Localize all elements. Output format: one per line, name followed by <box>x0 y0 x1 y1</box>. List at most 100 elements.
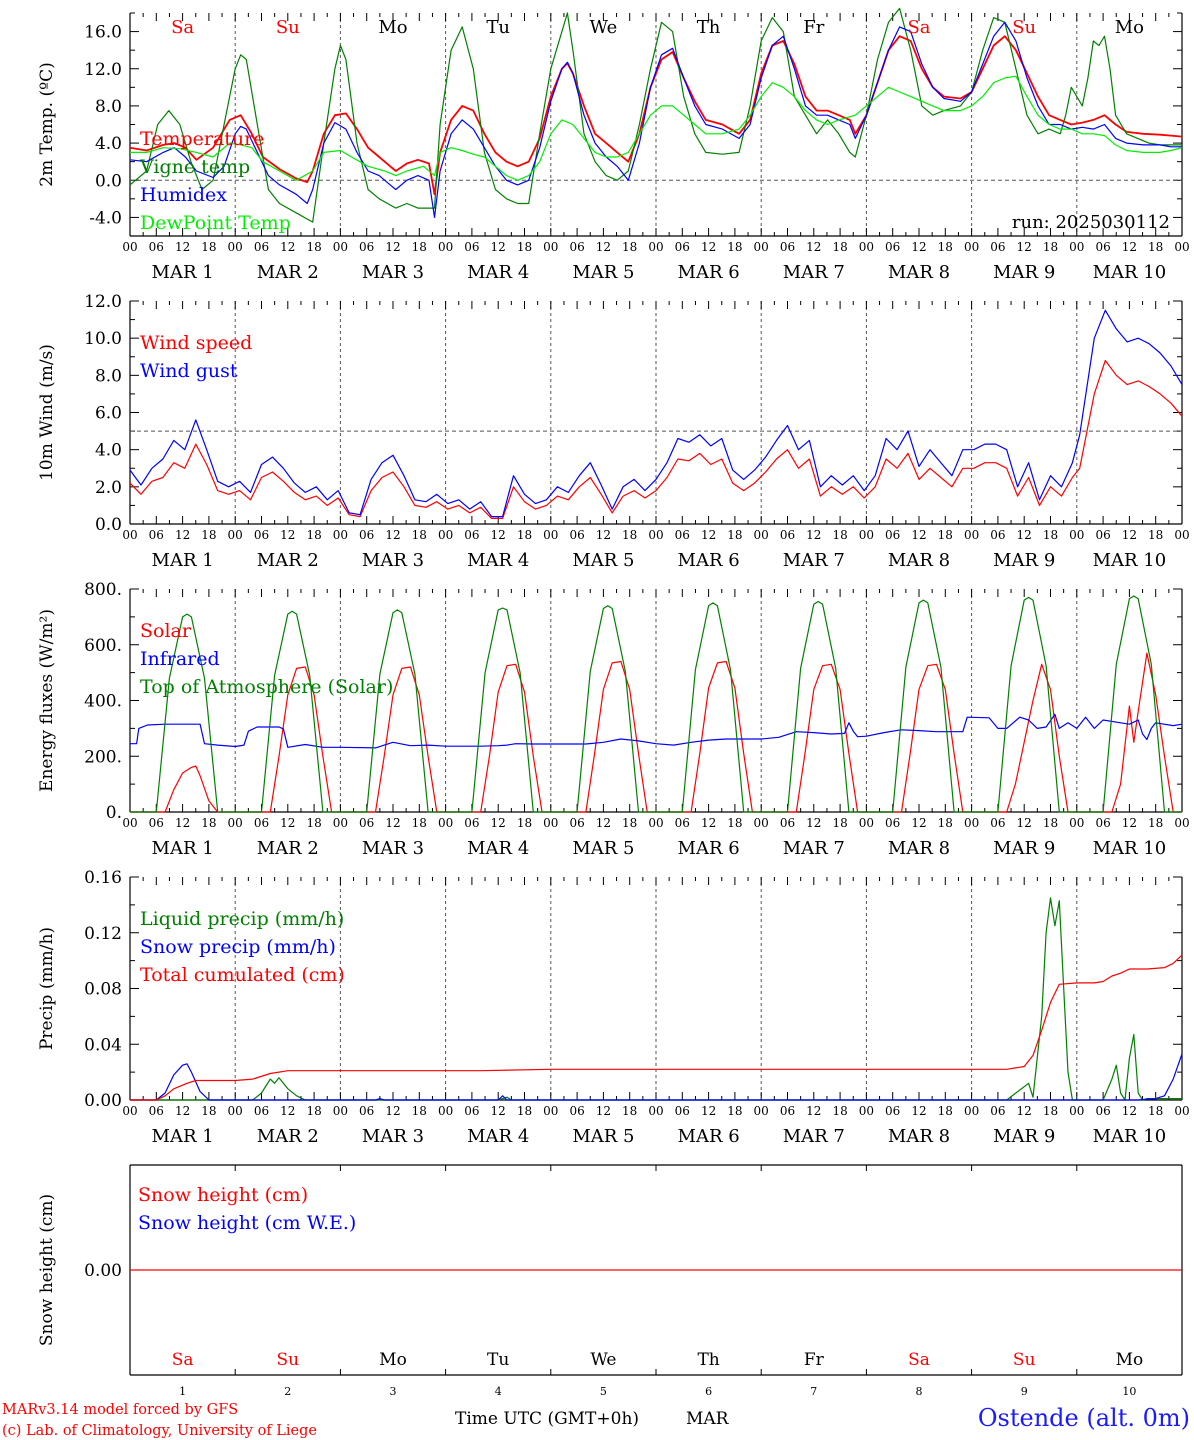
hour-tick-label: 18 <box>517 528 532 542</box>
weekday-header-label: Mo <box>378 17 407 38</box>
weekday-label: We <box>590 1350 616 1370</box>
date-label: MAR 4 <box>467 838 529 859</box>
y-tick-label: 600. <box>84 636 122 656</box>
hour-tick-label: 18 <box>938 528 953 542</box>
hour-tick-label: 06 <box>149 816 164 830</box>
date-label: MAR 2 <box>257 550 319 571</box>
y-tick-label: 200. <box>84 747 122 767</box>
hour-tick-label: 18 <box>727 528 742 542</box>
hour-tick-label: 18 <box>727 1104 742 1118</box>
date-label: MAR 1 <box>152 262 214 283</box>
footer-model-text: MARv3.14 model forced by GFS <box>2 1402 238 1418</box>
series-line-top-of-atmosphere-solar- <box>130 595 1182 813</box>
y-tick-label: 0.16 <box>84 868 122 888</box>
weekday-header-label: Fr <box>803 17 824 38</box>
hour-tick-label: 00 <box>964 240 979 254</box>
hour-tick-label: 18 <box>622 240 637 254</box>
hour-tick-label: 12 <box>911 816 926 830</box>
weekday-label: Fr <box>804 1350 825 1370</box>
hour-tick-label: 00 <box>754 816 769 830</box>
day-number-label: 8 <box>916 1385 923 1398</box>
date-label: MAR 9 <box>993 550 1055 571</box>
hour-tick-label: 18 <box>201 240 216 254</box>
hour-tick-label: 12 <box>1122 240 1137 254</box>
hour-tick-label: 00 <box>859 1104 874 1118</box>
hour-tick-label: 12 <box>1122 1104 1137 1118</box>
hour-tick-label: 12 <box>280 528 295 542</box>
day-number-label: 5 <box>600 1385 607 1398</box>
hour-tick-label: 12 <box>175 1104 190 1118</box>
hour-tick-label: 06 <box>464 240 479 254</box>
hour-tick-label: 06 <box>149 528 164 542</box>
legend-entry: Vigne temp <box>139 156 250 178</box>
hour-tick-label: 00 <box>438 528 453 542</box>
hour-tick-label: 00 <box>859 528 874 542</box>
date-label: MAR 6 <box>678 1126 740 1147</box>
y-tick-label: 0.00 <box>84 1091 122 1111</box>
hour-tick-label: 06 <box>675 816 690 830</box>
y-tick-label: 12.0 <box>84 292 122 312</box>
hour-tick-label: 12 <box>491 1104 506 1118</box>
series-line-humidex <box>129 21 1182 218</box>
weekday-header-label: Mo <box>1115 17 1144 38</box>
hour-tick-label: 18 <box>306 816 321 830</box>
hour-tick-label: 18 <box>1148 1104 1163 1118</box>
hour-tick-label: 00 <box>122 1104 137 1118</box>
hour-tick-label: 00 <box>648 240 663 254</box>
hour-tick-label: 12 <box>491 528 506 542</box>
date-label: MAR 5 <box>572 262 634 283</box>
hour-tick-label: 00 <box>964 1104 979 1118</box>
hour-tick-label: 18 <box>306 528 321 542</box>
weekday-header-label: We <box>590 17 618 38</box>
hour-tick-label: 12 <box>806 240 821 254</box>
legend-entry: Snow height (cm W.E.) <box>138 1212 356 1234</box>
panel-snow: Sa 1 Su 2 Mo 3 Tu 4 We 5 Th 6 Fr 7 Sa 8 Su 9 Mo 10 0.00 Snow … <box>37 1164 1183 1398</box>
hour-tick-label: 18 <box>1148 240 1163 254</box>
hour-tick-label: 06 <box>569 240 584 254</box>
hour-tick-label: 06 <box>990 816 1005 830</box>
hour-tick-label: 18 <box>622 1104 637 1118</box>
legend-entry: Liquid precip (mm/h) <box>140 908 344 930</box>
hour-tick-label: 06 <box>1095 240 1110 254</box>
hour-tick-label: 18 <box>727 240 742 254</box>
hour-tick-label: 06 <box>1095 1104 1110 1118</box>
hour-tick-label: 06 <box>569 816 584 830</box>
hour-tick-label: 18 <box>517 816 532 830</box>
series-line-wind-gust <box>129 309 1183 518</box>
hour-tick-label: 12 <box>280 816 295 830</box>
hour-tick-label: 06 <box>675 1104 690 1118</box>
hour-tick-label: 12 <box>280 240 295 254</box>
date-label: MAR 8 <box>888 550 950 571</box>
legend-entry: Top of Atmosphere (Solar) <box>140 676 393 698</box>
y-tick-label: 4.0 <box>95 441 122 461</box>
date-label: MAR 8 <box>888 838 950 859</box>
hour-tick-label: 00 <box>543 816 558 830</box>
hour-tick-label: 00 <box>438 816 453 830</box>
y-axis-label: Precip (mm/h) <box>37 927 57 1050</box>
hour-tick-label: 18 <box>1043 528 1058 542</box>
hour-tick-label: 18 <box>832 240 847 254</box>
hour-tick-label: 06 <box>254 1104 269 1118</box>
date-label: MAR 6 <box>678 838 740 859</box>
hour-tick-label: 00 <box>543 240 558 254</box>
hour-tick-label: 00 <box>1069 1104 1084 1118</box>
y-tick-label: 0.00 <box>84 1261 122 1281</box>
hour-tick-label: 00 <box>543 1104 558 1118</box>
hour-tick-label: 06 <box>780 816 795 830</box>
y-tick-label: 800. <box>84 580 122 600</box>
panel-precip: 00 06 12 18 00 06 12 18 00 06 12 18 00 06 12 18 00 06 12 18… <box>37 868 1190 1147</box>
hour-tick-label: 18 <box>622 528 637 542</box>
hour-tick-label: 18 <box>306 1104 321 1118</box>
series-line-wind-speed <box>129 359 1183 520</box>
hour-tick-label: 12 <box>596 528 611 542</box>
legend-entry: Solar <box>140 620 192 642</box>
day-number-label: 6 <box>705 1385 712 1398</box>
date-label: MAR 3 <box>362 838 424 859</box>
date-label: MAR 10 <box>1093 262 1167 283</box>
hour-tick-label: 06 <box>464 528 479 542</box>
hour-tick-label: 00 <box>438 1104 453 1118</box>
run-label: run: 2025030112 <box>1012 212 1170 233</box>
hour-tick-label: 00 <box>333 240 348 254</box>
legend-entry: Temperature <box>140 128 264 150</box>
